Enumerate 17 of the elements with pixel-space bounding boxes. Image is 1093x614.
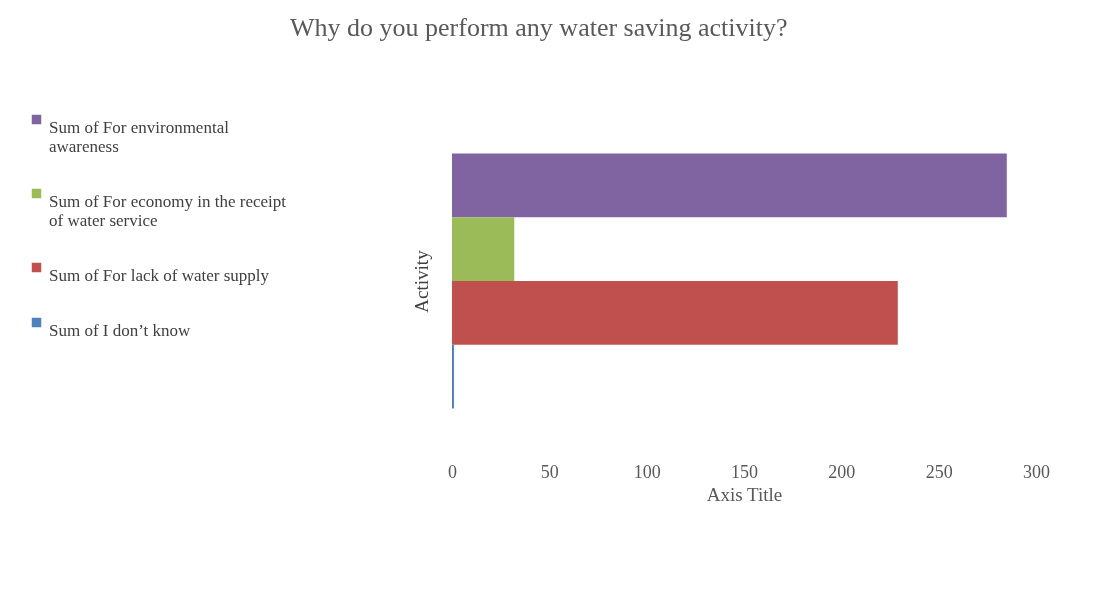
legend-label: Sum of For environmental awareness — [49, 117, 230, 156]
legend-label: Sum of For economy in the receipt of water service — [49, 191, 287, 230]
legend-label: Sum of For lack of water supply — [49, 265, 270, 285]
x-tick-label: 150 — [731, 461, 758, 482]
legend-label: Sum of I don’t know — [49, 320, 192, 340]
bar — [452, 217, 515, 281]
chart-title: Why do you perform any water saving activity? — [290, 13, 788, 42]
x-tick-label: 300 — [1023, 461, 1050, 482]
x-tick-label: 0 — [448, 461, 457, 482]
y-axis-title: Activity — [410, 249, 432, 313]
x-tick-label: 200 — [828, 461, 856, 482]
x-axis-title: Axis Title — [706, 483, 783, 505]
x-tick-label: 250 — [925, 461, 953, 482]
x-tick-label: 50 — [540, 461, 559, 482]
x-tick-label: 100 — [633, 461, 661, 482]
bar — [452, 281, 898, 345]
bar — [452, 153, 1007, 218]
